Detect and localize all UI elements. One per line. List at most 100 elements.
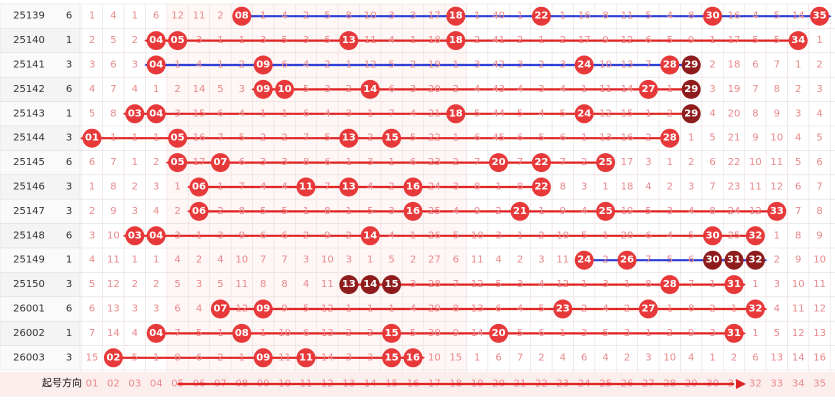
ball bbox=[210, 299, 230, 319]
row-bg bbox=[0, 296, 81, 322]
miss-count: 11 bbox=[278, 352, 291, 363]
miss-count: 6 bbox=[281, 60, 287, 71]
miss-count: 10 bbox=[278, 328, 291, 339]
miss-count: 2 bbox=[239, 60, 245, 71]
footer-label: 起号方向 bbox=[42, 377, 82, 390]
miss-count: 6 bbox=[474, 133, 480, 144]
ball bbox=[510, 201, 530, 221]
miss-count: 6 bbox=[281, 230, 287, 241]
miss-count: 1 bbox=[816, 35, 822, 46]
miss-count: 2 bbox=[196, 255, 202, 266]
miss-count: 1 bbox=[239, 35, 245, 46]
miss-count: 7 bbox=[816, 182, 822, 193]
ball bbox=[489, 153, 509, 173]
miss-count: 4 bbox=[774, 304, 780, 315]
miss-count: 12 bbox=[171, 11, 184, 22]
miss-count: 12 bbox=[107, 279, 120, 290]
miss-count: 3 bbox=[410, 279, 416, 290]
miss-count: 1 bbox=[667, 84, 673, 95]
miss-count: 15 bbox=[621, 108, 634, 119]
ball bbox=[403, 348, 423, 368]
miss-count: 2 bbox=[517, 255, 523, 266]
miss-count: 9 bbox=[239, 230, 245, 241]
miss-count: 10 bbox=[663, 352, 676, 363]
miss-count: 4 bbox=[388, 230, 394, 241]
footer-number: 01 bbox=[86, 379, 99, 390]
miss-count: 8 bbox=[346, 11, 352, 22]
footer-number: 33 bbox=[770, 379, 783, 390]
miss-count: 23 bbox=[428, 157, 441, 168]
miss-count: 1 bbox=[388, 304, 394, 315]
ball bbox=[745, 226, 765, 246]
period: 25143 bbox=[13, 108, 45, 119]
miss-count: 4 bbox=[752, 11, 758, 22]
miss-count: 3 bbox=[260, 157, 266, 168]
miss-count: 1 bbox=[495, 182, 501, 193]
miss-count: 6 bbox=[89, 304, 95, 315]
ball-number: 06 bbox=[192, 206, 206, 217]
ball bbox=[146, 226, 166, 246]
ball bbox=[724, 275, 744, 295]
ball-number: 32 bbox=[748, 304, 762, 315]
ball-number: 26 bbox=[620, 255, 634, 266]
miss-count: 3 bbox=[388, 11, 394, 22]
miss-count: 9 bbox=[795, 255, 801, 266]
ball-number: 11 bbox=[299, 182, 313, 193]
miss-count: 6 bbox=[174, 304, 180, 315]
miss-count: 1 bbox=[581, 279, 587, 290]
miss-count: 2 bbox=[132, 279, 138, 290]
ball bbox=[724, 250, 744, 270]
miss-count: 3 bbox=[174, 230, 180, 241]
miss-count: 1 bbox=[132, 133, 138, 144]
miss-count: 2 bbox=[174, 84, 180, 95]
ball bbox=[810, 6, 830, 26]
ball-number: 23 bbox=[556, 304, 570, 315]
miss-count: 2 bbox=[217, 11, 223, 22]
ball-number: 32 bbox=[748, 230, 762, 241]
ball bbox=[146, 31, 166, 51]
ball-number: 04 bbox=[149, 328, 163, 339]
ball-number: 09 bbox=[256, 84, 270, 95]
miss-count: 4 bbox=[388, 35, 394, 46]
miss-count: 1 bbox=[132, 255, 138, 266]
miss-count: 5 bbox=[602, 328, 608, 339]
ball bbox=[574, 104, 594, 124]
miss-count: 2 bbox=[731, 352, 737, 363]
miss-count: 5 bbox=[217, 279, 223, 290]
miss-count: 7 bbox=[795, 206, 801, 217]
miss-count: 6 bbox=[153, 11, 159, 22]
count: 6 bbox=[66, 84, 72, 95]
miss-count: 4 bbox=[453, 206, 459, 217]
ball bbox=[767, 201, 787, 221]
miss-count: 1 bbox=[260, 108, 266, 119]
ball-number: 09 bbox=[256, 352, 270, 363]
miss-count: 1 bbox=[217, 328, 223, 339]
row-bg bbox=[0, 101, 81, 127]
miss-count: 10 bbox=[599, 60, 612, 71]
ball-number: 29 bbox=[684, 84, 698, 95]
ball bbox=[168, 128, 188, 148]
miss-count: 5 bbox=[645, 11, 651, 22]
ball bbox=[489, 323, 509, 343]
miss-count: 21 bbox=[428, 108, 441, 119]
miss-count: 1 bbox=[645, 328, 651, 339]
ball-number: 15 bbox=[385, 133, 399, 144]
miss-count: 5 bbox=[367, 206, 373, 217]
miss-count: 5 bbox=[688, 230, 694, 241]
miss-count: 4 bbox=[538, 108, 544, 119]
ball bbox=[446, 31, 466, 51]
ball bbox=[660, 275, 680, 295]
miss-count: 4 bbox=[132, 84, 138, 95]
miss-count: 9 bbox=[281, 304, 287, 315]
ball-number: 25 bbox=[599, 206, 613, 217]
row-bg bbox=[0, 345, 81, 371]
miss-count: 5 bbox=[281, 35, 287, 46]
miss-count: 5 bbox=[517, 108, 523, 119]
miss-count: 12 bbox=[770, 182, 783, 193]
miss-count: 45 bbox=[492, 133, 505, 144]
ball bbox=[531, 177, 551, 197]
miss-count: 11 bbox=[471, 255, 484, 266]
miss-count: 3 bbox=[324, 84, 330, 95]
ball-number: 13 bbox=[342, 279, 356, 290]
miss-count: 3 bbox=[538, 255, 544, 266]
